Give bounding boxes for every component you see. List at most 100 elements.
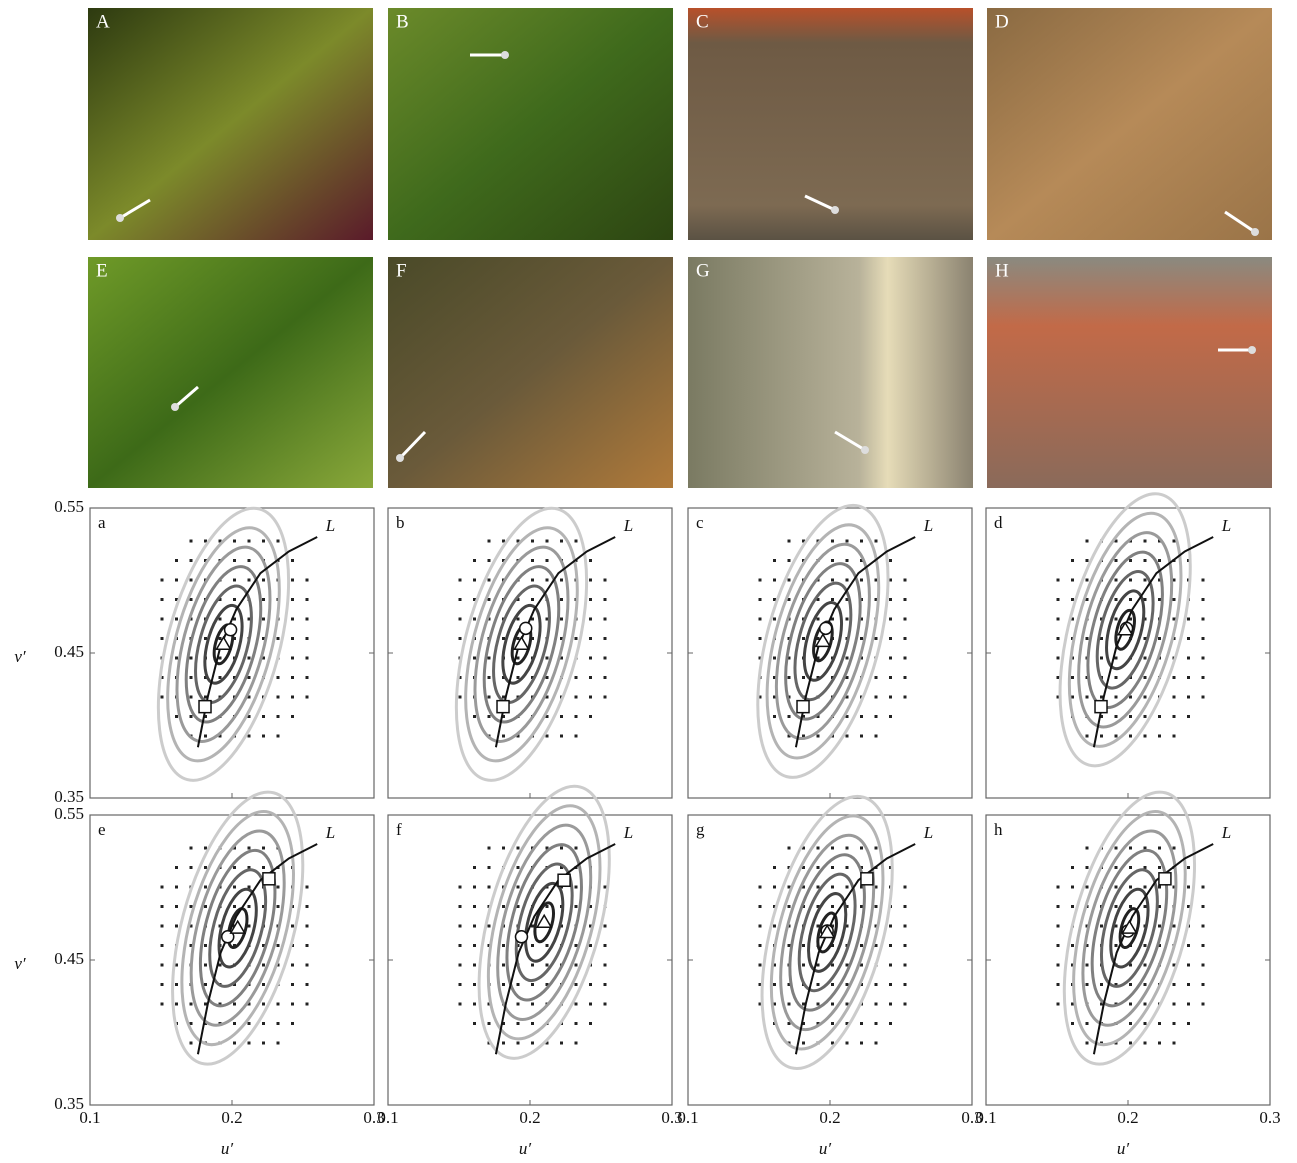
sample-dot xyxy=(248,1022,251,1025)
sample-dot xyxy=(517,886,520,889)
sample-dot xyxy=(233,540,236,543)
sample-dot xyxy=(488,1022,491,1025)
sample-dot xyxy=(875,735,878,738)
sample-dot xyxy=(1086,540,1089,543)
sample-dot xyxy=(1187,886,1190,889)
sample-dot xyxy=(575,964,578,967)
sample-dot xyxy=(161,905,164,908)
sample-dot xyxy=(860,735,863,738)
sample-dot xyxy=(1057,964,1060,967)
sample-dot xyxy=(473,905,476,908)
photo xyxy=(388,8,673,240)
sample-dot xyxy=(277,540,280,543)
sample-dot xyxy=(1202,944,1205,947)
sample-dot xyxy=(306,637,309,640)
sample-dot xyxy=(1071,886,1074,889)
sample-dot xyxy=(161,983,164,986)
target-sphere xyxy=(501,51,509,59)
sample-dot xyxy=(175,925,178,928)
sample-dot xyxy=(1115,657,1118,660)
x-tick-label: 0.2 xyxy=(519,1108,540,1127)
sample-dot xyxy=(1202,637,1205,640)
sample-dot xyxy=(306,944,309,947)
sample-dot xyxy=(502,983,505,986)
sample-dot xyxy=(904,886,907,889)
sample-dot xyxy=(277,1003,280,1006)
sample-dot xyxy=(204,637,207,640)
sample-dot xyxy=(1173,1022,1176,1025)
sample-dot xyxy=(190,715,193,718)
sample-dot xyxy=(1115,944,1118,947)
sample-dot xyxy=(1115,886,1118,889)
sample-dot xyxy=(1086,696,1089,699)
sample-dot xyxy=(517,1022,520,1025)
sample-dot xyxy=(788,905,791,908)
locus-label: L xyxy=(623,516,633,535)
sample-dot xyxy=(846,983,849,986)
sample-dot xyxy=(1057,618,1060,621)
sample-dot xyxy=(1144,715,1147,718)
sample-dot xyxy=(459,964,462,967)
plot-panel: Ld xyxy=(986,480,1270,798)
sample-dot xyxy=(233,598,236,601)
sample-dot xyxy=(604,657,607,660)
sample-dot xyxy=(459,598,462,601)
sample-dot xyxy=(204,944,207,947)
sample-dot xyxy=(589,1003,592,1006)
sample-dot xyxy=(161,1003,164,1006)
sample-dot xyxy=(248,847,251,850)
target-sphere xyxy=(1248,346,1256,354)
sample-dot xyxy=(860,944,863,947)
sample-dot xyxy=(817,886,820,889)
sample-dot xyxy=(575,696,578,699)
sample-dot xyxy=(875,847,878,850)
sample-dot xyxy=(291,676,294,679)
sample-dot xyxy=(860,715,863,718)
sample-dot xyxy=(1086,559,1089,562)
sample-dot xyxy=(248,559,251,562)
sample-dot xyxy=(773,886,776,889)
sample-dot xyxy=(161,944,164,947)
sample-dot xyxy=(1173,598,1176,601)
sample-dot xyxy=(1158,637,1161,640)
panel-label: a xyxy=(98,513,106,532)
sample-dot xyxy=(291,1022,294,1025)
sample-dot xyxy=(248,540,251,543)
sample-dot xyxy=(560,579,563,582)
sample-dot xyxy=(291,637,294,640)
sample-dot xyxy=(575,944,578,947)
sample-dot xyxy=(502,1042,505,1045)
sample-dot xyxy=(875,676,878,679)
sample-dot xyxy=(473,983,476,986)
sample-dot xyxy=(860,1042,863,1045)
sample-dot xyxy=(1057,944,1060,947)
sample-dot xyxy=(1158,715,1161,718)
sample-dot xyxy=(904,983,907,986)
sample-dot xyxy=(1158,1022,1161,1025)
sample-dot xyxy=(190,696,193,699)
sample-dot xyxy=(773,866,776,869)
sample-dot xyxy=(175,983,178,986)
sample-dot xyxy=(488,676,491,679)
sample-dot xyxy=(1129,715,1132,718)
sample-dot xyxy=(1129,735,1132,738)
sample-dot xyxy=(473,657,476,660)
sample-dot xyxy=(575,847,578,850)
x-tick-label: 0.2 xyxy=(221,1108,242,1127)
sample-dot xyxy=(306,983,309,986)
square-marker xyxy=(263,873,275,885)
sample-dot xyxy=(161,964,164,967)
sample-dot xyxy=(831,598,834,601)
sample-dot xyxy=(904,618,907,621)
sample-dot xyxy=(291,618,294,621)
sample-dot xyxy=(1173,983,1176,986)
sample-dot xyxy=(1202,1003,1205,1006)
sample-dot xyxy=(904,676,907,679)
sample-dot xyxy=(502,944,505,947)
sample-dot xyxy=(1187,637,1190,640)
x-tick-label: 0.1 xyxy=(677,1108,698,1127)
sample-dot xyxy=(531,1042,534,1045)
sample-dot xyxy=(488,559,491,562)
sample-dot xyxy=(546,559,549,562)
sample-dot xyxy=(1202,676,1205,679)
